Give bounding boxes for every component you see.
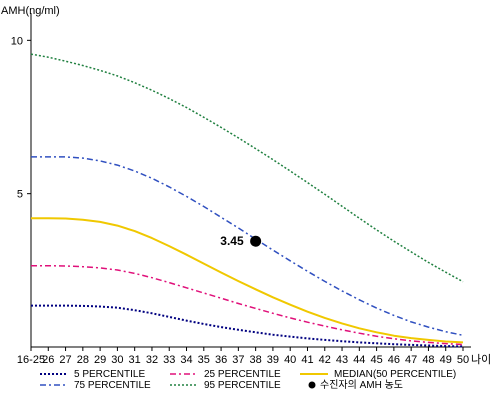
series-line-2 <box>31 217 464 344</box>
x-tick-label: 47 <box>405 354 417 366</box>
x-tick-label: 46 <box>388 354 400 366</box>
patient-amh-point <box>250 235 262 247</box>
x-tick-label: 36 <box>215 354 227 366</box>
y-tick-label: 10 <box>11 35 23 47</box>
x-tick-label: 16-25 <box>17 354 45 366</box>
x-tick-label: 38 <box>250 354 262 366</box>
x-tick-label: 48 <box>422 354 434 366</box>
x-tick-label: 33 <box>163 354 175 366</box>
series-line-0 <box>31 304 464 348</box>
y-axis-title: AMH(ng/ml) <box>1 5 60 17</box>
legend-label-1: 25 PERCENTILE <box>204 369 281 380</box>
x-tick-label: 37 <box>232 354 244 366</box>
marker-layer: 3.45 <box>220 234 262 248</box>
x-tick-label: 30 <box>111 354 123 366</box>
x-tick-label: 26 <box>42 354 54 366</box>
x-tick-label: 39 <box>267 354 279 366</box>
x-tick-label: 27 <box>59 354 71 366</box>
legend-label-2: MEDIAN(50 PERCENTILE) <box>334 369 456 380</box>
patient-amh-value-label: 3.45 <box>220 234 244 248</box>
x-tick-label: 44 <box>353 354 365 366</box>
x-tick-label: 35 <box>198 354 210 366</box>
x-tick-label: 50 <box>457 354 469 366</box>
legend-label-0: 5 PERCENTILE <box>74 369 145 380</box>
x-tick-label: 31 <box>129 354 141 366</box>
x-tick-label: 34 <box>180 354 192 366</box>
legend-label-4: 95 PERCENTILE <box>204 380 281 391</box>
series-line-4 <box>30 53 464 283</box>
legend-marker-swatch <box>308 381 316 389</box>
x-axis-title: 나이 <box>471 353 491 366</box>
x-tick-label: 40 <box>284 354 296 366</box>
legend: 5 PERCENTILE 25 PERCENTILE MEDIAN(50 PERCE… <box>40 369 456 391</box>
legend-label-3: 75 PERCENTILE <box>74 380 151 391</box>
x-tick-label: 42 <box>319 354 331 366</box>
series-line-3 <box>31 156 464 337</box>
x-tick-label: 29 <box>94 354 106 366</box>
x-tick-label: 41 <box>301 354 313 366</box>
series-layer <box>30 53 464 348</box>
x-tick-label: 32 <box>146 354 158 366</box>
legend-marker-label: 수진자의 AMH 농도 <box>320 379 403 391</box>
x-tick-label: 28 <box>77 354 89 366</box>
series-line-1 <box>31 264 464 346</box>
y-tick-label: 5 <box>17 189 23 201</box>
x-tick-label: 43 <box>336 354 348 366</box>
x-tick-label: 49 <box>440 354 452 366</box>
x-tick-label: 45 <box>370 354 382 366</box>
